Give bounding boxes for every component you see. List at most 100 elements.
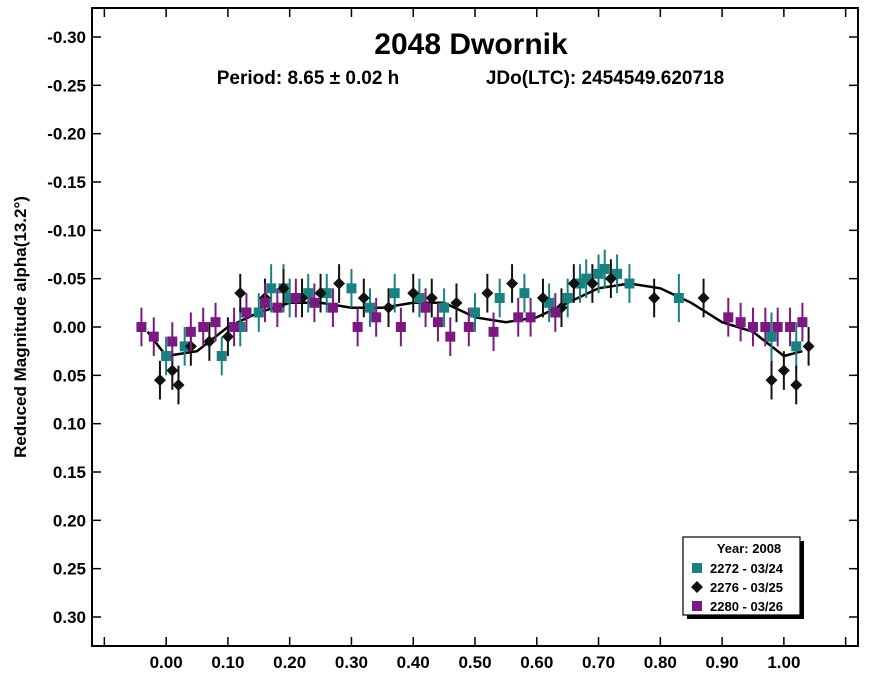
data-point [407, 287, 420, 300]
data-point [519, 288, 530, 299]
y-tick-label: -0.20 [47, 125, 86, 144]
legend-entry: 2276 - 03/25 [691, 580, 783, 595]
data-point [277, 282, 290, 295]
data-point [765, 374, 778, 387]
data-point [747, 322, 758, 332]
y-tick-label: 0.30 [53, 608, 86, 627]
data-point [513, 312, 524, 323]
legend-label: 2272 - 03/24 [710, 561, 784, 576]
y-tick-labels: -0.30 -0.25 -0.20 -0.15 -0.10 -0.05 0.00 0.05 0.… [47, 28, 86, 627]
data-point [777, 364, 790, 377]
x-tick-label: 0.90 [706, 653, 739, 672]
data-point [494, 293, 505, 303]
data-point [723, 312, 734, 323]
legend-label: 2280 - 03/26 [710, 599, 783, 614]
data-point [234, 287, 247, 300]
data-point [673, 293, 684, 303]
data-point [562, 293, 573, 303]
chart-title: 2048 Dwornik [374, 28, 568, 61]
legend-marker [692, 601, 702, 611]
y-tick-label: 0.15 [53, 463, 86, 482]
data-point [357, 292, 370, 304]
data-point [229, 322, 240, 332]
y-tick-label: 0.05 [53, 366, 86, 385]
legend: Year: 2008 2272 - 03/24 2276 - 03/25 2280 … [682, 536, 804, 619]
chart-subtitle-period: Period: 8.65 ± 0.02 h [217, 68, 400, 89]
data-point [525, 312, 536, 323]
data-point [309, 297, 320, 308]
data-point [445, 331, 456, 342]
data-point [167, 336, 178, 347]
data-point [346, 283, 357, 294]
data-point [550, 307, 561, 318]
y-tick-label: 0.25 [53, 560, 86, 579]
series-1 [161, 249, 802, 376]
data-point [506, 277, 519, 290]
y-tick-label: -0.25 [47, 76, 86, 95]
data-point [697, 292, 710, 304]
data-point [364, 302, 375, 313]
y-tick-label: -0.30 [47, 28, 86, 47]
data-point [425, 292, 438, 304]
data-point [303, 288, 314, 299]
data-point [221, 330, 234, 343]
legend-title: Year: 2008 [717, 541, 781, 556]
data-point [272, 302, 283, 313]
y-axis-label: Reduced Magnitude alpha(13.2°) [11, 196, 30, 458]
x-tick-label: 0.60 [520, 653, 553, 672]
data-point [791, 341, 802, 352]
data-point [624, 278, 635, 289]
data-point [567, 277, 580, 290]
x-tick-label: 0.80 [644, 653, 677, 672]
data-point [327, 302, 338, 313]
data-point [382, 301, 395, 314]
data-point [290, 293, 301, 303]
x-tick-label: 0.20 [273, 653, 306, 672]
data-point [253, 307, 264, 318]
data-point [321, 288, 332, 299]
x-tick-label: 0.10 [211, 653, 244, 672]
data-point [148, 331, 159, 342]
data-point [790, 379, 803, 391]
series-layer [136, 249, 815, 405]
data-point [648, 292, 661, 304]
data-point [198, 322, 209, 332]
legend-marker [692, 563, 702, 573]
data-point [172, 379, 185, 391]
legend-box [682, 536, 801, 616]
data-point [470, 307, 480, 318]
legend-label: 2276 - 03/25 [710, 580, 783, 595]
data-point [735, 317, 746, 328]
y-tick-label: 0.00 [53, 318, 86, 337]
x-tick-label: 0.40 [397, 653, 430, 672]
data-point [136, 322, 147, 332]
data-point [210, 317, 221, 328]
legend-entry: 2280 - 03/26 [692, 599, 783, 614]
x-tick-label: 0.70 [582, 653, 615, 672]
series-3 [136, 278, 808, 361]
x-tick-labels: 0.00 0.10 0.20 0.30 0.40 0.50 0.60 0.70 0.80 0.90… [150, 653, 801, 672]
x-tick-label: 0.00 [150, 653, 183, 672]
data-point [604, 272, 617, 285]
data-point [185, 326, 196, 337]
data-point [153, 374, 166, 387]
data-point [802, 340, 815, 353]
data-point [593, 268, 604, 279]
data-point [581, 273, 592, 284]
data-point [414, 293, 425, 303]
data-point [166, 364, 179, 377]
data-point [432, 317, 443, 328]
data-point [235, 322, 246, 332]
data-point [161, 351, 172, 361]
data-point [766, 331, 777, 342]
data-point [536, 292, 549, 304]
data-point [488, 326, 499, 337]
y-tick-label: 0.10 [53, 415, 86, 434]
data-point [612, 268, 623, 279]
data-point [389, 288, 400, 299]
data-point [284, 293, 295, 303]
data-point [314, 287, 327, 300]
data-point [179, 341, 190, 352]
data-point [586, 277, 599, 290]
